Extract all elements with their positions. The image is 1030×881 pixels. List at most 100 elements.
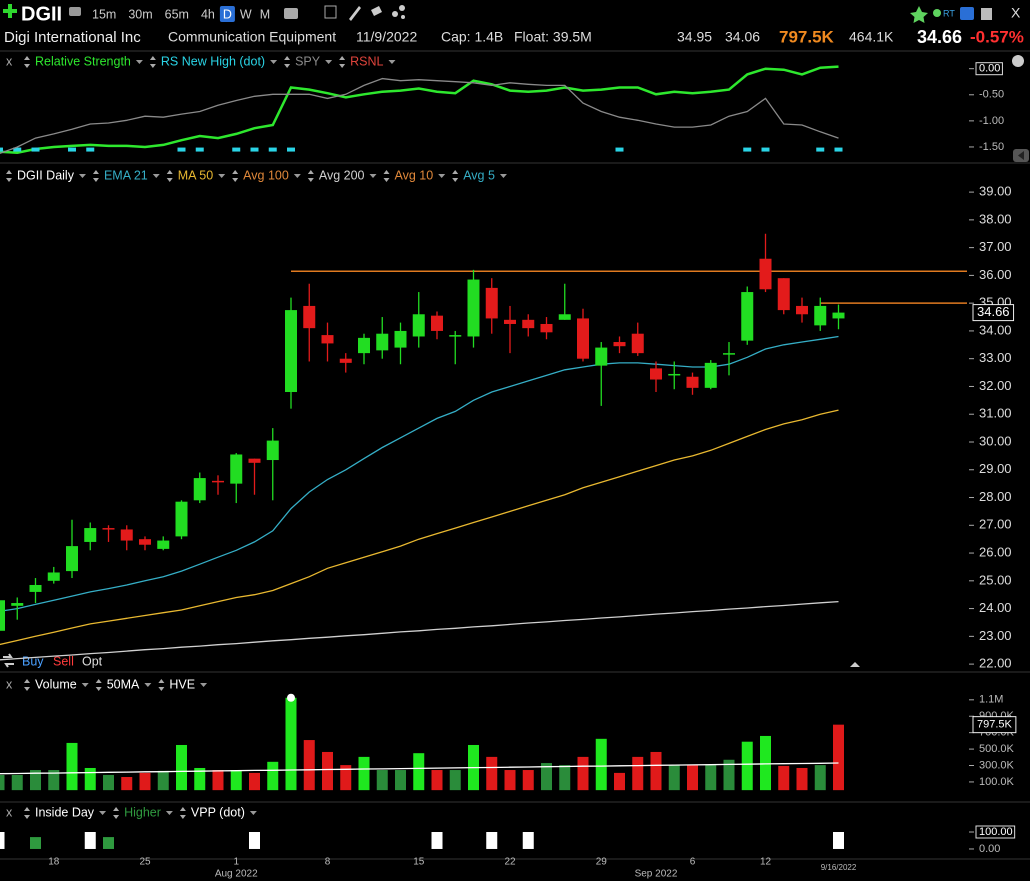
legend-label[interactable]: EMA 21 bbox=[104, 168, 148, 182]
dropdown-caret[interactable] bbox=[438, 174, 446, 178]
dropdown-caret[interactable] bbox=[325, 60, 333, 64]
candle-body bbox=[577, 318, 589, 359]
updown-icon[interactable] bbox=[92, 170, 99, 182]
updown-icon[interactable] bbox=[6, 170, 12, 182]
timeframe[interactable]: W bbox=[240, 7, 252, 21]
dropdown-caret[interactable] bbox=[388, 60, 396, 64]
updown-icon[interactable] bbox=[158, 679, 165, 691]
dropdown-caret[interactable] bbox=[99, 811, 107, 815]
y-tick-label: 300.0K bbox=[979, 759, 1015, 771]
dropdown-caret[interactable] bbox=[78, 174, 86, 178]
trade-icon[interactable] bbox=[3, 653, 14, 668]
legend-label[interactable]: Volume bbox=[35, 677, 77, 691]
dropdown-caret[interactable] bbox=[369, 174, 377, 178]
y-tick-label: 33.00 bbox=[979, 350, 1012, 365]
updown-icon[interactable] bbox=[284, 56, 291, 68]
timeframe[interactable]: D bbox=[223, 7, 232, 21]
candle-body bbox=[394, 330, 407, 348]
dropdown-caret[interactable] bbox=[81, 683, 89, 687]
panel-menu-icon[interactable] bbox=[1012, 55, 1024, 67]
dropdown-caret[interactable] bbox=[200, 683, 208, 687]
s-icon[interactable] bbox=[960, 7, 974, 20]
tool-icon[interactable] bbox=[284, 8, 298, 19]
tool-icon[interactable] bbox=[349, 6, 361, 21]
tick-highlight bbox=[975, 62, 1003, 76]
candle-body bbox=[522, 319, 535, 329]
candle-body bbox=[777, 278, 790, 311]
panel-close[interactable]: x bbox=[6, 677, 13, 691]
updown-icon[interactable] bbox=[383, 170, 390, 182]
candle-body bbox=[376, 333, 389, 351]
dropdown-caret[interactable] bbox=[152, 174, 160, 178]
legend-label[interactable]: Avg 5 bbox=[463, 168, 495, 182]
last-value-box bbox=[972, 304, 1015, 322]
timeframe[interactable]: 15m bbox=[92, 7, 116, 21]
legend-label[interactable]: VPP (dot) bbox=[191, 805, 245, 819]
options-button[interactable]: Opt bbox=[82, 654, 103, 668]
panel-close[interactable]: x bbox=[6, 805, 13, 819]
timeframe[interactable]: 30m bbox=[128, 7, 152, 21]
date: 11/9/2022 bbox=[356, 29, 417, 45]
rt-label[interactable]: RT bbox=[943, 8, 955, 18]
bar bbox=[121, 777, 133, 791]
dropdown-caret[interactable] bbox=[499, 174, 507, 178]
dropdown-caret[interactable] bbox=[270, 60, 278, 64]
close-button[interactable]: X bbox=[1011, 5, 1021, 21]
timeframe[interactable]: M bbox=[260, 7, 270, 21]
legend-label[interactable]: Avg 200 bbox=[319, 168, 365, 182]
bar bbox=[249, 832, 260, 849]
candle-body bbox=[285, 310, 297, 393]
updown-icon[interactable] bbox=[24, 56, 30, 68]
tool-icon[interactable] bbox=[371, 6, 382, 16]
legend-label[interactable]: RS New High (dot) bbox=[161, 54, 265, 68]
series-dot bbox=[31, 147, 40, 152]
save-icon[interactable] bbox=[981, 8, 992, 20]
legend-label[interactable]: Higher bbox=[124, 805, 161, 819]
legend-label[interactable]: HVE bbox=[169, 677, 195, 691]
legend-label[interactable]: SPY bbox=[295, 54, 321, 68]
rt-icon[interactable] bbox=[933, 9, 941, 17]
collapse-arrow[interactable] bbox=[850, 662, 860, 667]
updown-icon[interactable] bbox=[95, 679, 102, 691]
legend-label[interactable]: Avg 100 bbox=[243, 168, 289, 182]
symbol[interactable]: DGII bbox=[21, 3, 62, 25]
bar bbox=[632, 756, 644, 791]
dropdown-caret[interactable] bbox=[293, 174, 301, 178]
legend-label[interactable]: DGII Daily bbox=[17, 168, 75, 182]
add-icon[interactable] bbox=[3, 4, 17, 18]
updown-icon[interactable] bbox=[179, 807, 186, 819]
dropdown-caret[interactable] bbox=[165, 811, 173, 815]
panel-close[interactable]: x bbox=[6, 54, 13, 68]
legend-label[interactable]: RSNL bbox=[350, 54, 383, 68]
legend-label[interactable]: Avg 10 bbox=[394, 168, 433, 182]
timeframe[interactable]: 65m bbox=[165, 7, 189, 21]
dropdown-caret[interactable] bbox=[249, 811, 257, 815]
updown-icon[interactable] bbox=[339, 56, 346, 68]
series-dot bbox=[615, 147, 624, 152]
updown-icon[interactable] bbox=[149, 56, 156, 68]
updown-icon[interactable] bbox=[24, 679, 30, 691]
bar bbox=[0, 832, 5, 849]
legend-label[interactable]: 50MA bbox=[107, 677, 140, 691]
legend-label[interactable]: Relative Strength bbox=[35, 54, 131, 68]
tool-icon[interactable] bbox=[392, 11, 398, 17]
tool-icon[interactable] bbox=[324, 5, 337, 19]
candle-body bbox=[84, 528, 97, 542]
updown-icon[interactable] bbox=[113, 807, 120, 819]
updown-icon[interactable] bbox=[24, 807, 30, 819]
legend-label[interactable]: MA 50 bbox=[178, 168, 213, 182]
y-tick-label: 31.00 bbox=[979, 406, 1012, 421]
dropdown-caret[interactable] bbox=[135, 60, 143, 64]
updown-icon[interactable] bbox=[307, 170, 314, 182]
candle-body bbox=[796, 305, 808, 315]
updown-icon[interactable] bbox=[452, 170, 459, 182]
dropdown-caret[interactable] bbox=[218, 174, 226, 178]
timeframe[interactable]: 4h bbox=[201, 7, 215, 21]
updown-icon[interactable] bbox=[166, 170, 173, 182]
symbol-icon[interactable] bbox=[69, 7, 81, 16]
star-icon[interactable] bbox=[910, 6, 928, 23]
sell-button[interactable]: Sell bbox=[53, 654, 74, 668]
legend-label[interactable]: Inside Day bbox=[35, 805, 95, 819]
updown-icon[interactable] bbox=[232, 170, 239, 182]
dropdown-caret[interactable] bbox=[144, 683, 152, 687]
